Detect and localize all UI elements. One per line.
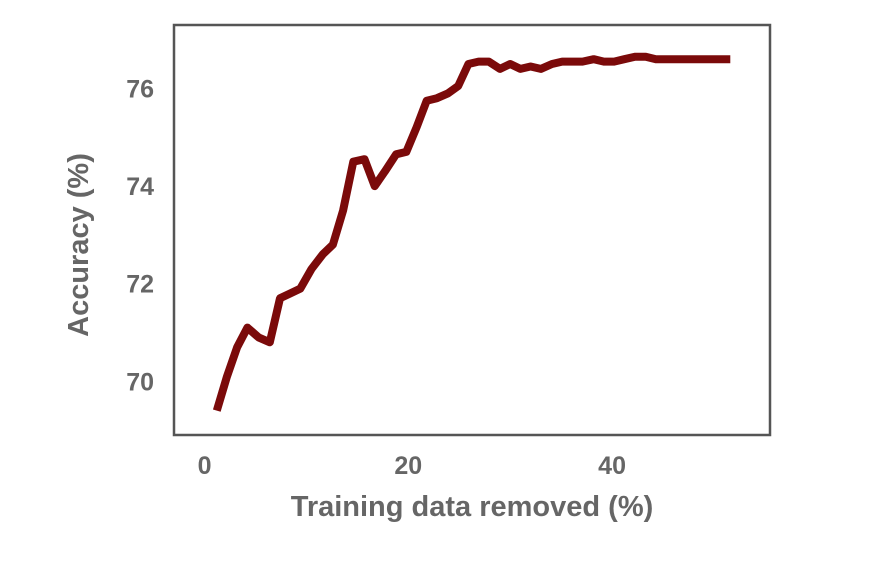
y-axis-ticks: 70 72 74 76 <box>126 75 154 396</box>
x-axis-ticks: 0 20 40 <box>198 452 626 480</box>
y-tick-label: 76 <box>126 75 154 103</box>
y-axis-label: Accuracy (%) <box>63 153 95 337</box>
x-tick-label: 40 <box>598 452 626 480</box>
accuracy-series-line <box>212 52 731 412</box>
series-layer <box>212 52 731 412</box>
x-tick-label: 20 <box>394 452 422 480</box>
y-tick-label: 72 <box>126 271 154 299</box>
y-tick-label: 74 <box>126 173 154 201</box>
x-tick-label: 0 <box>198 452 212 480</box>
y-tick-label: 70 <box>126 368 154 396</box>
plot-frame <box>172 23 772 437</box>
x-axis-label: Training data removed (%) <box>291 491 654 523</box>
